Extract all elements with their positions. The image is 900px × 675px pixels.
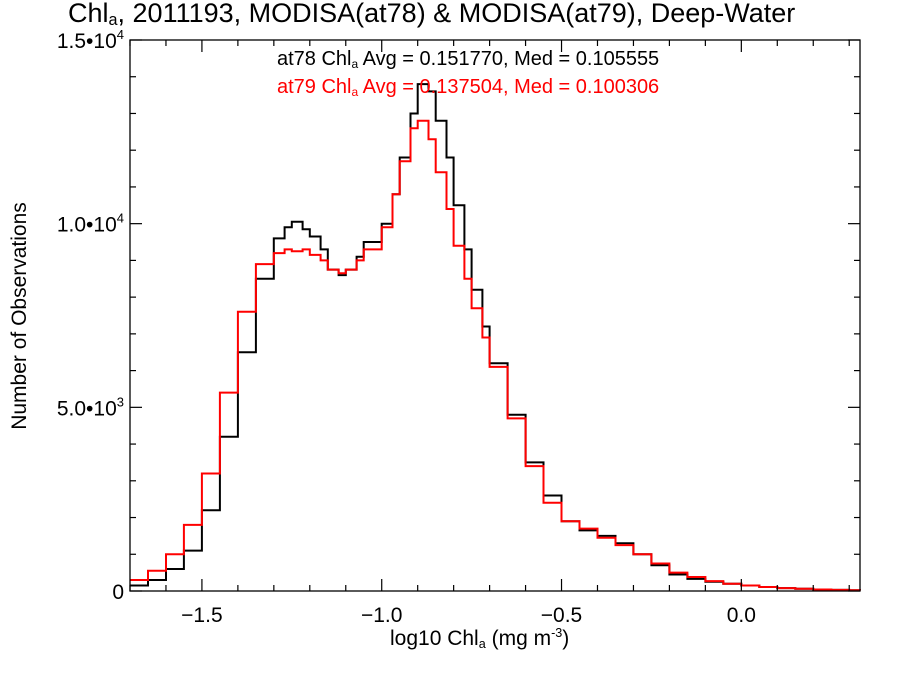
series-line-at79 (130, 119, 861, 592)
chart-title: Chla, 2011193, MODISA(at78) & MODISA(at7… (68, 0, 796, 29)
y-tick-label: 1.5•104 (57, 27, 124, 53)
x-tick-label: 0.0 (727, 604, 756, 627)
series-line-at78 (130, 83, 861, 592)
x-tick-label: −1.0 (361, 604, 402, 627)
legend-entry-at79: at79 Chla Avg = 0.137504, Med = 0.100306 (277, 76, 660, 99)
series-layer (130, 83, 861, 592)
y-tick-label: 0 (112, 581, 124, 604)
x-tick-label: −1.5 (181, 604, 222, 627)
x-tick-label: −0.5 (541, 604, 582, 627)
y-tick-label: 5.0•103 (57, 394, 124, 420)
x-axis-label: log10 Chla (mg m-3) (390, 626, 570, 651)
legend-entry-at78: at78 Chla Avg = 0.151770, Med = 0.105555 (277, 48, 660, 71)
plot-frame (129, 39, 861, 592)
y-axis-label: Number of Observations (8, 202, 31, 430)
y-tick-label: 1.0•104 (57, 211, 124, 237)
tick-layer: −1.5 −1.0 −0.5 0.0 0 5.0•103 1.0•104 1.5•104 (57, 27, 860, 627)
